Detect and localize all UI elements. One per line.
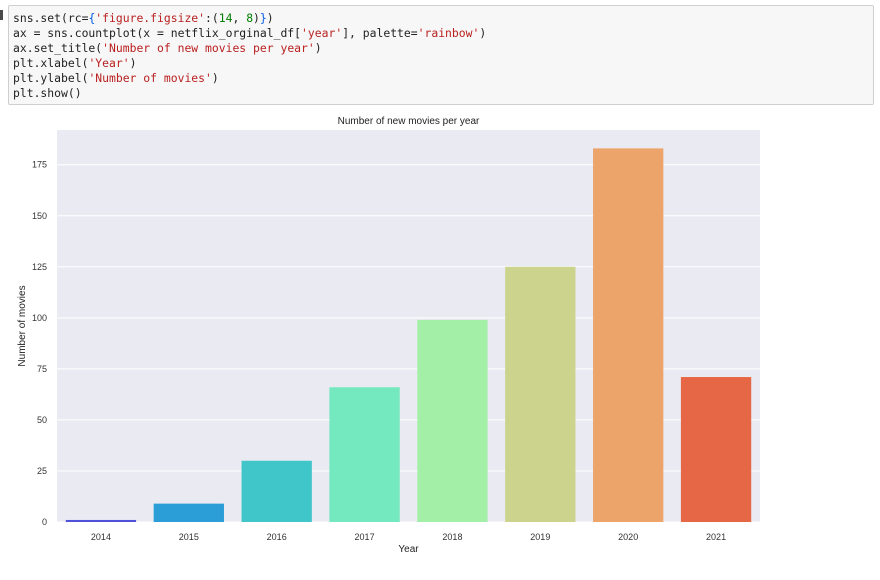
x-tick-label: 2017 (355, 532, 375, 542)
code-line: sns.set(rc={'figure.figsize':(14, 8)}) (13, 11, 869, 26)
code-token: ], palette= (342, 26, 418, 40)
code-token: , (232, 11, 247, 25)
y-tick-label: 125 (32, 262, 47, 272)
x-tick-label: 2014 (91, 532, 111, 542)
x-tick-label: 2020 (618, 532, 638, 542)
code-token: sns.set(rc= (13, 11, 89, 25)
code-token: plt.ylabel( (13, 71, 89, 85)
code-token: { (88, 11, 96, 25)
code-token: :( (205, 11, 219, 25)
x-tick-label: 2018 (442, 532, 462, 542)
code-token: } (259, 11, 267, 25)
y-tick-label: 0 (42, 517, 47, 527)
bar-2019 (505, 266, 576, 522)
x-tick-label: 2021 (706, 532, 726, 542)
code-token: ) (266, 11, 274, 25)
code-token: 'Number of movies' (88, 71, 212, 85)
code-line: ax = sns.countplot(x = netflix_orginal_d… (13, 26, 869, 41)
x-tick-label: 2019 (530, 532, 550, 542)
code-cell[interactable]: sns.set(rc={'figure.figsize':(14, 8)}) ax… (8, 5, 874, 105)
code-token: 'year' (301, 26, 343, 40)
bar-2018 (417, 319, 488, 522)
x-axis-label: Year (398, 544, 419, 555)
bar-2020 (593, 148, 664, 522)
code-token: ) (129, 56, 137, 70)
bar-2014 (65, 519, 137, 522)
code-line: ax.set_title('Number of new movies per y… (13, 41, 869, 56)
code-token: ax = sns.countplot(x = netflix_orginal_d… (13, 26, 302, 40)
y-tick-label: 75 (37, 364, 47, 374)
x-tick-label: 2015 (179, 532, 199, 542)
x-tick-label: 2016 (267, 532, 287, 542)
bar-2017 (329, 387, 400, 522)
y-tick-label: 150 (32, 211, 47, 221)
y-tick-label: 175 (32, 160, 47, 170)
y-axis-label: Number of movies (17, 285, 28, 366)
countplot-chart: 0 25 50 75 100 125 150 175 2014 2015 2016 2017 2018 2… (17, 116, 760, 555)
code-token: ax.set_title( (13, 41, 103, 55)
y-tick-label: 25 (37, 466, 47, 476)
code-token: 14 (218, 11, 233, 25)
code-token: 'Year' (88, 56, 130, 70)
code-token: plt.show() (13, 86, 82, 100)
code-token: ) (479, 26, 487, 40)
y-tick-label: 50 (37, 415, 47, 425)
code-token: 'rainbow' (417, 26, 480, 40)
code-token: ) (314, 41, 322, 55)
y-tick-label: 100 (32, 313, 47, 323)
code-line: plt.xlabel('Year') (13, 56, 869, 71)
code-token: 8 (246, 11, 254, 25)
code-token: ) (253, 11, 260, 25)
bar-2021 (680, 377, 752, 522)
code-token: 'figure.figsize' (95, 11, 206, 25)
code-token: ) (211, 71, 219, 85)
bar-2016 (241, 460, 312, 522)
code-line: plt.show() (13, 86, 869, 101)
code-line: plt.ylabel('Number of movies') (13, 71, 869, 86)
code-token: 'Number of new movies per year' (102, 41, 315, 55)
code-token: plt.xlabel( (13, 56, 89, 70)
cell-marker (0, 10, 3, 20)
bar-2015 (153, 503, 224, 522)
chart-title: Number of new movies per year (338, 116, 480, 127)
